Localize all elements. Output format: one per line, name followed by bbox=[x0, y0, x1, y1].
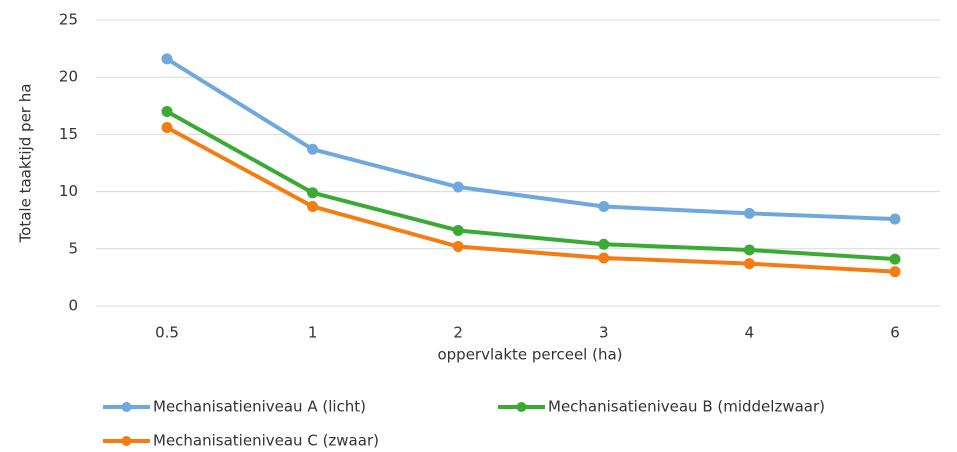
y-tick-label: 15 bbox=[59, 125, 78, 143]
x-axis-label: oppervlakte perceel (ha) bbox=[437, 346, 622, 364]
y-tick-label: 0 bbox=[68, 297, 78, 315]
point bbox=[598, 238, 610, 250]
point bbox=[598, 200, 610, 212]
point bbox=[452, 181, 464, 193]
legend-marker bbox=[121, 402, 132, 412]
point bbox=[161, 122, 173, 134]
series-line bbox=[165, 57, 896, 222]
series-line bbox=[166, 109, 896, 262]
legend-marker bbox=[121, 436, 132, 446]
point bbox=[452, 241, 464, 253]
point bbox=[307, 187, 319, 199]
point bbox=[743, 244, 755, 256]
point bbox=[161, 106, 173, 118]
legend-label: Mechanisatieniveau A (licht) bbox=[153, 398, 366, 416]
point bbox=[889, 253, 901, 265]
point bbox=[889, 266, 901, 278]
x-tick-label: 4 bbox=[745, 324, 755, 342]
x-tick-label: 1 bbox=[308, 324, 318, 342]
x-tick-label: 2 bbox=[453, 324, 463, 342]
y-tick-label: 25 bbox=[59, 11, 78, 29]
legend-label: Mechanisatieniveau C (zwaar) bbox=[153, 432, 379, 450]
point bbox=[452, 224, 464, 236]
point bbox=[307, 200, 319, 212]
y-tick-label: 20 bbox=[59, 68, 78, 86]
y-tick-label: 5 bbox=[68, 239, 78, 257]
point bbox=[743, 258, 755, 270]
point bbox=[743, 207, 755, 219]
x-tick-label: 6 bbox=[890, 324, 900, 342]
point bbox=[307, 143, 319, 155]
x-tick-label: 3 bbox=[599, 324, 609, 342]
point bbox=[161, 53, 173, 65]
legend-marker bbox=[516, 402, 527, 412]
x-tick-label: 0.5 bbox=[155, 324, 179, 342]
y-axis-label: Totale taaktijd per ha bbox=[17, 84, 35, 244]
legend-label: Mechanisatieniveau B (middelzwaar) bbox=[548, 398, 825, 416]
point bbox=[598, 252, 610, 264]
point bbox=[889, 213, 901, 225]
y-tick-label: 10 bbox=[59, 182, 78, 200]
series-line bbox=[166, 125, 896, 274]
